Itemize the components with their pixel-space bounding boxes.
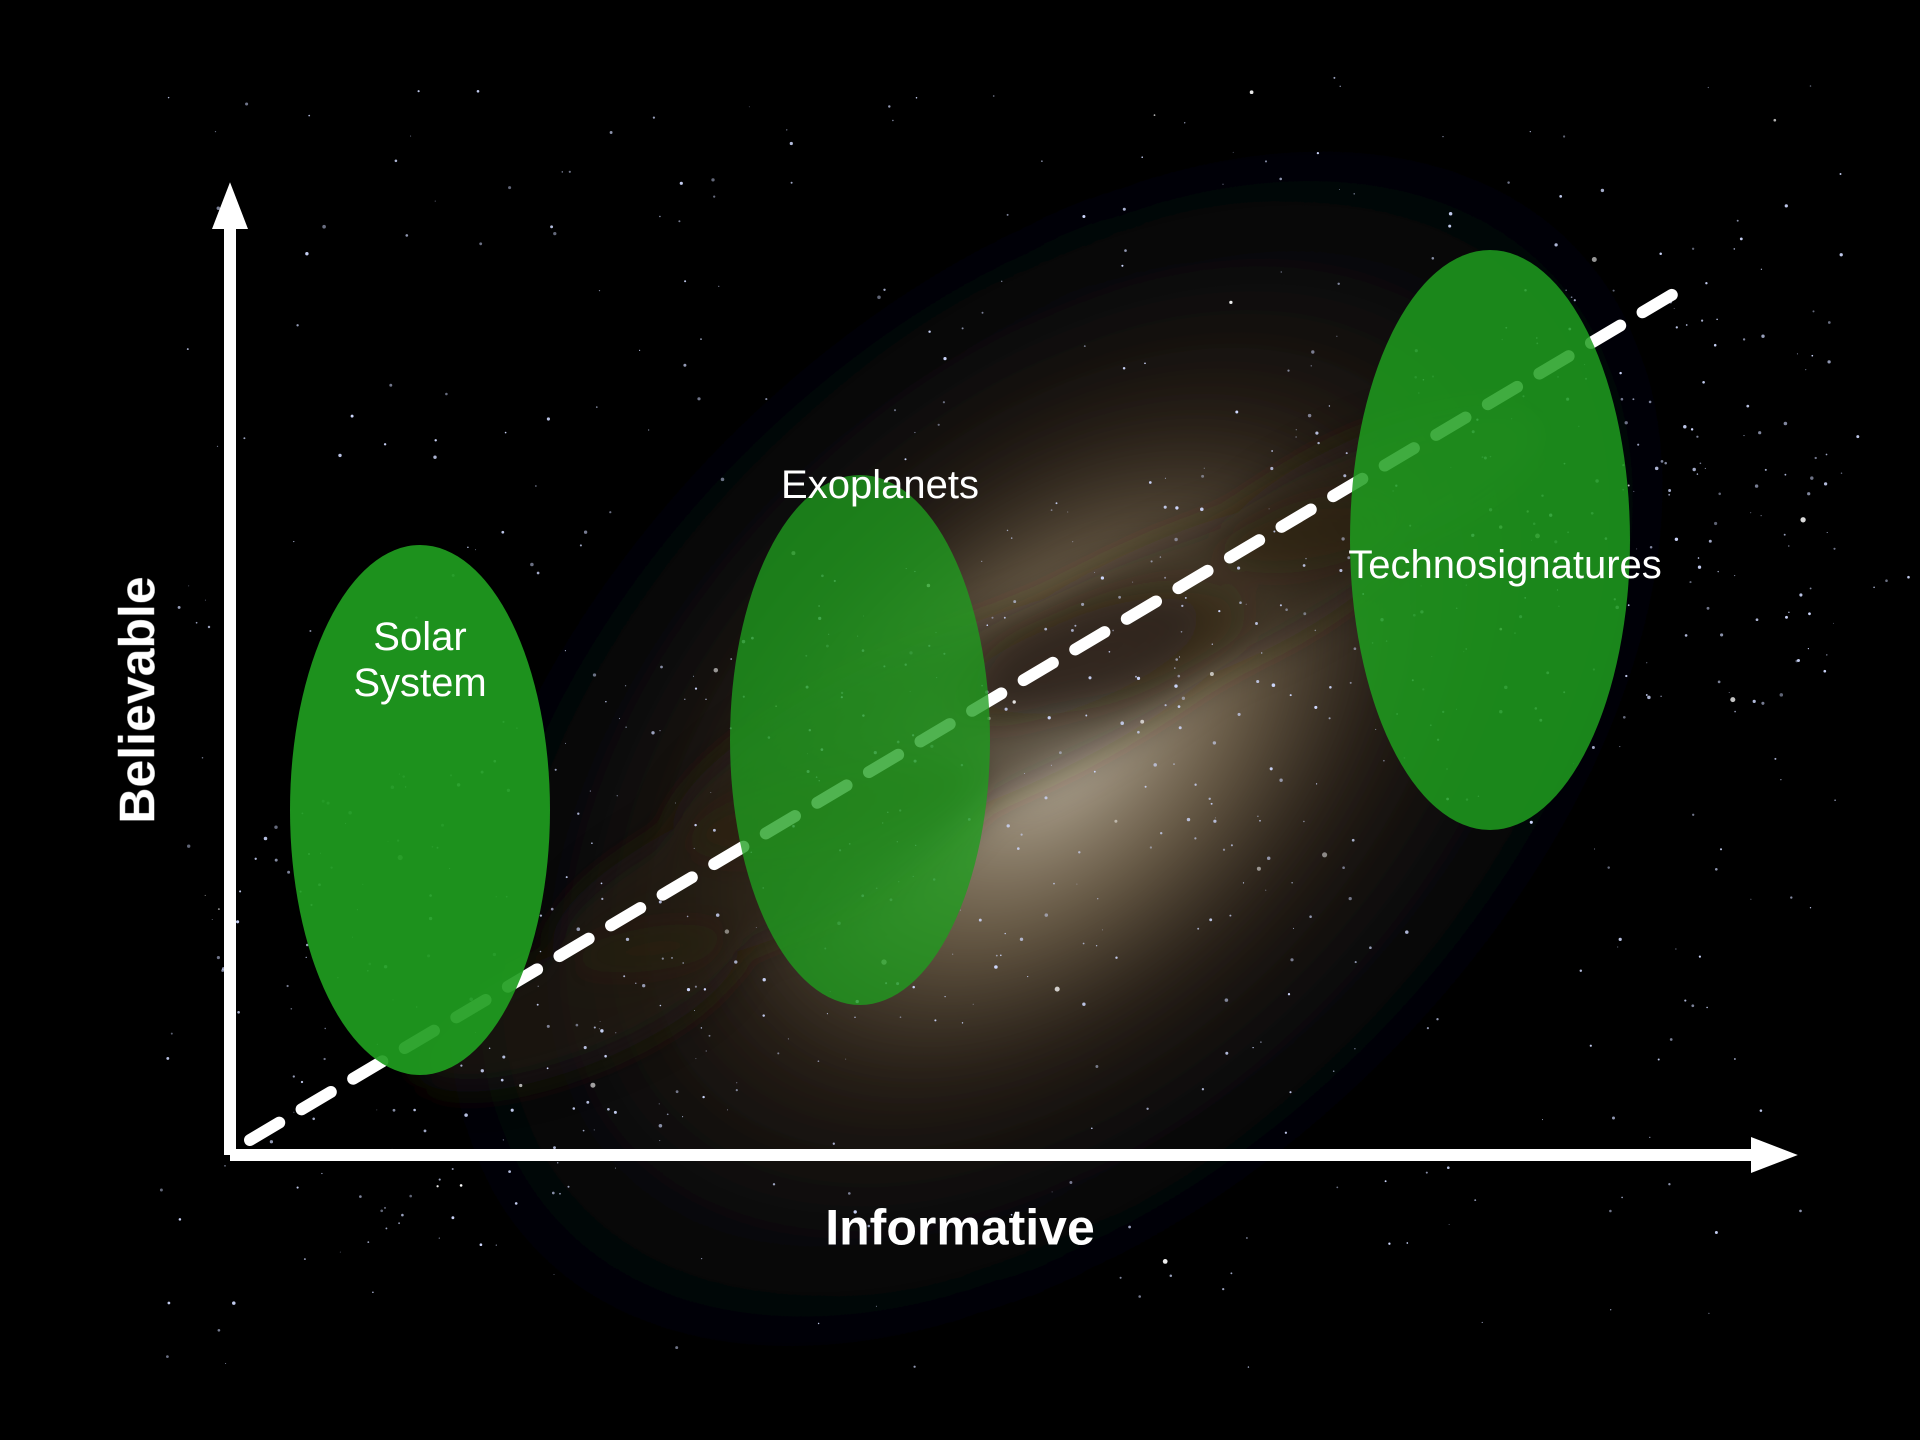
y-axis-label: Believable [109, 576, 167, 823]
ellipse-exoplanets [730, 475, 990, 1005]
ellipse-label-exoplanets: Exoplanets [781, 462, 979, 508]
diagram-canvas: Believable Informative Solar System Exop… [0, 0, 1920, 1440]
ellipse-label-technosignatures: Technosignatures [1348, 542, 1662, 588]
ellipse-label-solar-system: Solar System [353, 614, 486, 706]
x-axis-label: Informative [825, 1199, 1095, 1257]
ellipse-technosignatures [1350, 250, 1630, 830]
